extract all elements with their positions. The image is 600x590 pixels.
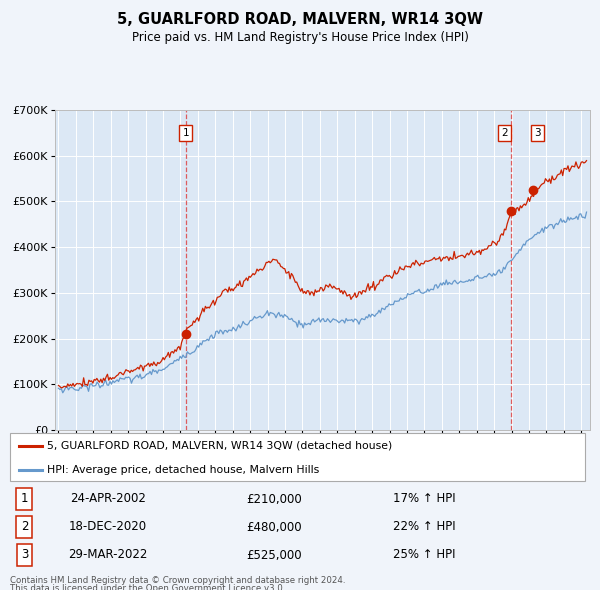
Text: 5, GUARLFORD ROAD, MALVERN, WR14 3QW (detached house): 5, GUARLFORD ROAD, MALVERN, WR14 3QW (de… [47,441,392,451]
Text: 3: 3 [535,128,541,138]
Text: 3: 3 [20,549,28,562]
Text: HPI: Average price, detached house, Malvern Hills: HPI: Average price, detached house, Malv… [47,466,320,476]
Text: 25% ↑ HPI: 25% ↑ HPI [393,549,455,562]
Text: £210,000: £210,000 [247,493,302,506]
Text: Contains HM Land Registry data © Crown copyright and database right 2024.: Contains HM Land Registry data © Crown c… [10,576,346,585]
Text: 24-APR-2002: 24-APR-2002 [70,493,146,506]
Text: 1: 1 [20,493,28,506]
Text: 18-DEC-2020: 18-DEC-2020 [68,520,147,533]
Text: 17% ↑ HPI: 17% ↑ HPI [392,493,455,506]
Text: This data is licensed under the Open Government Licence v3.0.: This data is licensed under the Open Gov… [10,584,286,590]
Text: 5, GUARLFORD ROAD, MALVERN, WR14 3QW: 5, GUARLFORD ROAD, MALVERN, WR14 3QW [117,12,483,28]
Text: 2: 2 [20,520,28,533]
Text: 1: 1 [182,128,189,138]
Text: 22% ↑ HPI: 22% ↑ HPI [392,520,455,533]
Text: £480,000: £480,000 [247,520,302,533]
Text: £525,000: £525,000 [247,549,302,562]
Text: 29-MAR-2022: 29-MAR-2022 [68,549,148,562]
Text: 2: 2 [501,128,508,138]
Text: Price paid vs. HM Land Registry's House Price Index (HPI): Price paid vs. HM Land Registry's House … [131,31,469,44]
